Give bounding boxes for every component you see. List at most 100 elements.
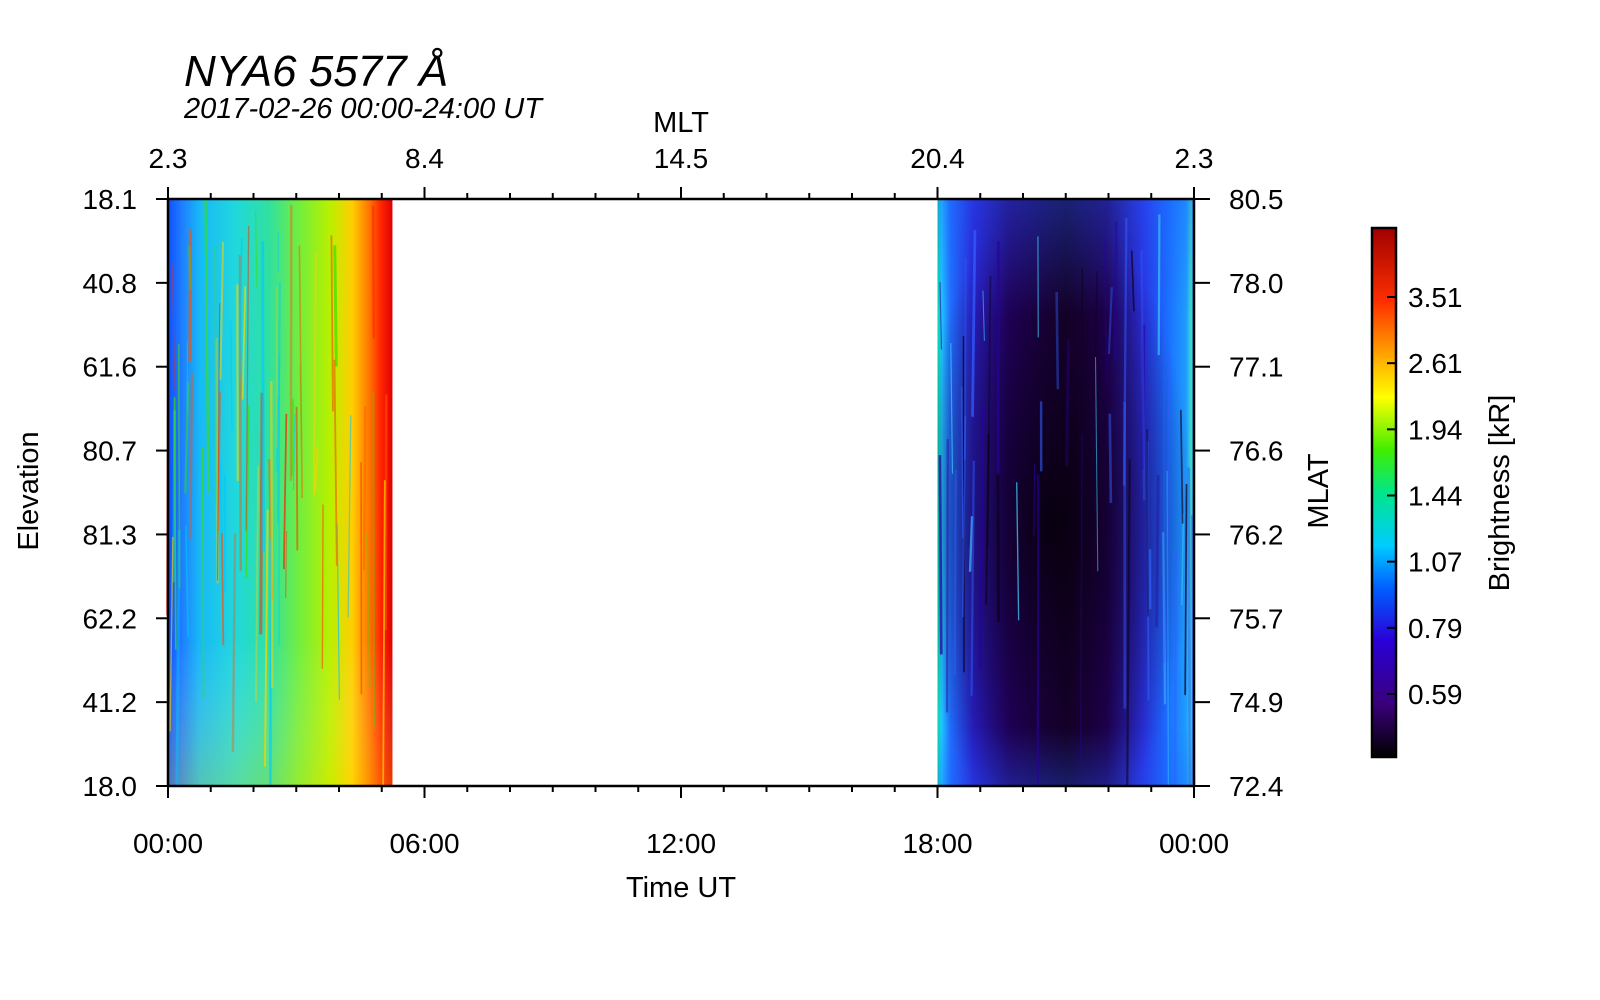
right-y-tick-label: 78.0 [1229, 268, 1284, 299]
top-axis-title: MLT [653, 107, 709, 139]
streak-evening [960, 386, 964, 539]
streak-morning [198, 372, 202, 429]
streak-morning [173, 397, 177, 650]
streak-evening [970, 460, 975, 696]
streak-evening [953, 470, 957, 675]
streak-morning [292, 414, 296, 490]
streak-evening [1187, 467, 1192, 787]
colorbar-title: Brightness [kR] [1484, 395, 1516, 592]
streak-morning [347, 415, 352, 618]
streak-evening [1173, 549, 1178, 787]
y-tick-label: 18.1 [83, 184, 138, 215]
streak-evening [945, 439, 949, 713]
y-tick-label: 40.8 [83, 268, 138, 299]
streak-evening [1146, 428, 1149, 617]
right-y-axis-title: MLAT [1303, 453, 1335, 528]
streak-morning [321, 504, 324, 669]
streak-morning [290, 398, 295, 476]
colorbar: 0.59 0.79 1.07 1.44 1.94 2.61 3.51 [1370, 226, 1463, 759]
streak-morning [217, 303, 221, 581]
streak-evening [1080, 267, 1083, 500]
streak-evening [938, 455, 943, 655]
streak-evening [982, 290, 985, 341]
streak-morning [177, 344, 181, 589]
streak-morning [207, 320, 211, 486]
streak-evening [978, 407, 985, 670]
streak-morning [275, 396, 280, 472]
streak-morning [231, 533, 237, 752]
streak-morning [295, 406, 299, 551]
streak-morning [366, 532, 371, 688]
colorbar-tick-label: 2.61 [1408, 348, 1463, 379]
streak-evening [1166, 350, 1170, 663]
streak-evening [1130, 250, 1135, 312]
streak-evening [1107, 287, 1113, 355]
streak-morning [314, 447, 319, 492]
streak-evening [961, 416, 967, 618]
y-tick-label: 18.0 [83, 771, 138, 802]
plot-axes: 00:00 06:00 12:00 18:00 00:00 2.3 8.4 14.5 20.4 2… [83, 143, 1284, 859]
y-tick-label: 80.7 [83, 436, 138, 467]
y-tick-label: 41.2 [83, 687, 138, 718]
y-axis-title: Elevation [13, 431, 45, 550]
keogram-data [165, 199, 1196, 787]
streak-evening [996, 474, 1001, 623]
streak-morning [362, 406, 367, 570]
streak-evening [1074, 409, 1077, 460]
streak-evening [1055, 292, 1060, 390]
right-y-tick-label: 74.9 [1229, 687, 1284, 718]
streak-morning [384, 394, 388, 631]
streak-morning [189, 373, 194, 540]
top-tick-label: 2.3 [149, 143, 188, 174]
streak-morning [282, 413, 288, 570]
streak-morning [382, 480, 386, 787]
segment-evening-shade [937, 199, 1194, 786]
top-tick-label: 14.5 [654, 143, 709, 174]
streak-evening [939, 282, 943, 350]
chart-title: NYA6 5577 Å [184, 47, 448, 96]
streak-morning [201, 448, 205, 698]
y-tick-label: 61.6 [83, 352, 138, 383]
y-tick-label: 62.2 [83, 603, 138, 634]
streak-morning [221, 533, 225, 646]
right-y-tick-label: 75.7 [1229, 603, 1284, 634]
right-y-tick-label: 77.1 [1229, 352, 1284, 383]
streak-evening [1184, 484, 1188, 696]
streak-evening [1033, 464, 1036, 536]
streak-morning [219, 241, 225, 380]
streak-evening [968, 516, 974, 572]
streak-evening [950, 343, 954, 474]
streak-evening [1113, 220, 1118, 361]
streak-evening [971, 230, 977, 417]
colorbar-tick-label: 1.07 [1408, 547, 1463, 578]
streak-morning [284, 531, 288, 598]
streak-evening [1016, 482, 1020, 621]
colorbar-gradient [1370, 226, 1398, 759]
colorbar-tick-label: 3.51 [1408, 282, 1463, 313]
streak-morning [336, 524, 340, 700]
right-y-tick-label: 72.4 [1229, 771, 1284, 802]
streak-morning [333, 359, 338, 566]
x-tick-label: 00:00 [1159, 828, 1229, 859]
streak-morning [333, 245, 338, 367]
streak-morning [298, 245, 303, 499]
streak-evening [1122, 217, 1128, 486]
x-tick-label: 06:00 [389, 828, 459, 859]
chart-subtitle: 2017-02-26 00:00-24:00 UT [183, 93, 544, 125]
colorbar-tick-label: 0.79 [1408, 613, 1463, 644]
streak-evening [1108, 413, 1113, 504]
streak-morning [263, 509, 269, 767]
streak-morning [229, 320, 233, 431]
streak-morning [241, 286, 247, 400]
colorbar-tick-label: 1.94 [1408, 414, 1463, 445]
streak-evening [1126, 459, 1131, 786]
streak-morning [276, 281, 281, 524]
streak-evening [1093, 271, 1099, 402]
streak-evening [1155, 475, 1160, 628]
streak-morning [270, 380, 274, 689]
streak-evening [1179, 409, 1184, 524]
streak-morning [169, 536, 174, 732]
streak-morning [204, 200, 210, 493]
streak-morning [261, 241, 265, 552]
